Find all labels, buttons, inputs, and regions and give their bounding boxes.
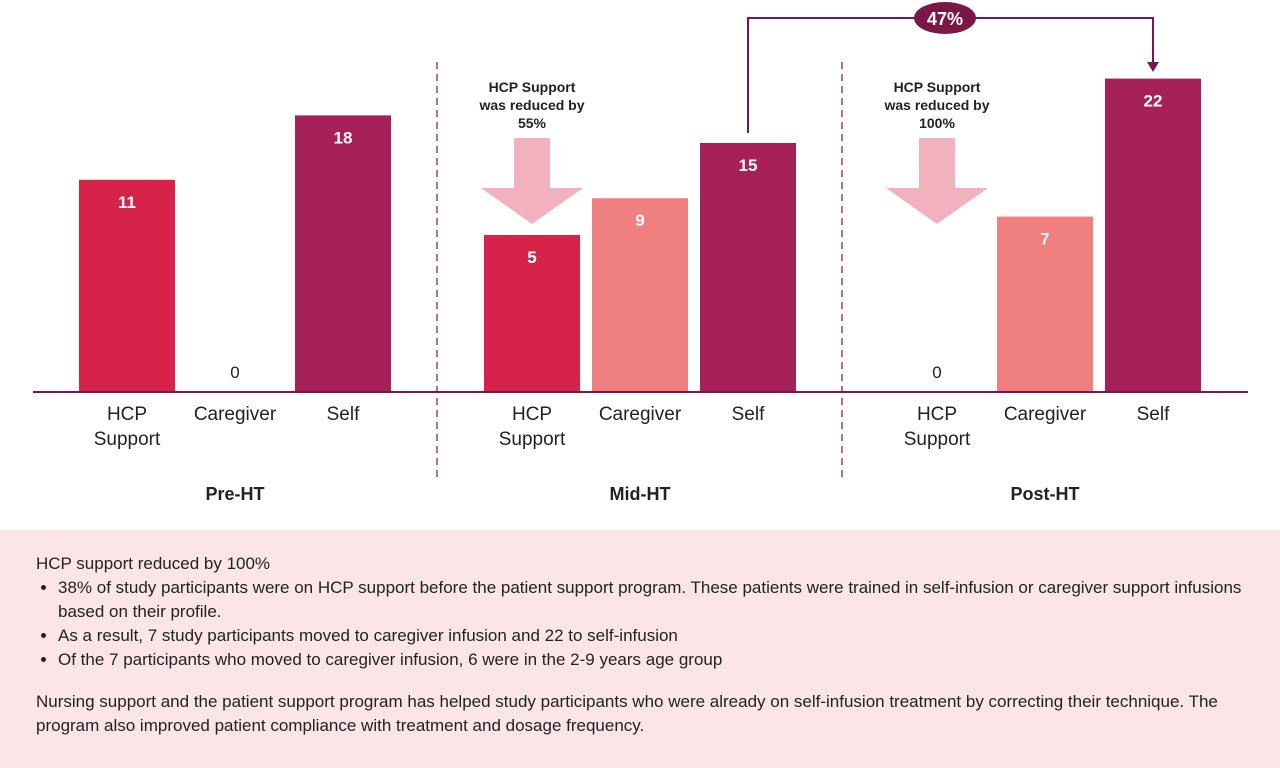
data-label: 0 — [230, 363, 239, 382]
annotation-text: HCP Support — [894, 79, 981, 95]
annotation-text: 55% — [518, 115, 547, 131]
down-arrow-icon — [886, 138, 988, 224]
annotation-text: was reduced by — [478, 97, 584, 113]
category-label: Support — [904, 429, 971, 450]
summary-note: HCP support reduced by 100% 38% of study… — [0, 530, 1280, 768]
down-arrow-icon — [481, 138, 583, 224]
note-bullet: 38% of study participants were on HCP su… — [58, 576, 1244, 624]
data-label: 22 — [1144, 92, 1163, 111]
category-label: Support — [499, 429, 566, 450]
annotation-text: 100% — [919, 115, 955, 131]
note-bullet: As a result, 7 study participants moved … — [58, 624, 1244, 648]
note-paragraph: Nursing support and the patient support … — [36, 692, 1218, 735]
bar-self — [700, 143, 796, 392]
note-bullets: 38% of study participants were on HCP su… — [36, 576, 1244, 672]
bar-hcp-support — [79, 179, 175, 392]
category-label: HCP — [512, 404, 552, 425]
data-label: 15 — [739, 156, 758, 175]
bar-chart: 11 HCP Support 0 Caregiver 18 Self Pre-HT 5 HCP Su… — [33, 2, 1248, 504]
category-label: Self — [327, 404, 360, 425]
note-bullet: Of the 7 participants who moved to careg… — [58, 648, 1244, 672]
group-label: Post-HT — [1011, 484, 1080, 504]
category-label: Caregiver — [194, 404, 277, 425]
data-label: 11 — [118, 193, 136, 212]
data-label: 0 — [932, 363, 941, 382]
annotation-text: HCP Support — [489, 79, 576, 95]
bar-self — [295, 115, 391, 393]
bar-hcp-support — [484, 235, 580, 392]
bar-caregiver — [997, 216, 1093, 392]
note-heading: HCP support reduced by 100% — [36, 554, 271, 573]
category-label: HCP — [917, 404, 957, 425]
connector-badge — [914, 2, 976, 34]
data-label: 5 — [527, 248, 536, 267]
group-label: Mid-HT — [610, 484, 671, 504]
category-label: Caregiver — [599, 404, 682, 425]
connector-arrowhead-icon — [1147, 62, 1159, 72]
category-label: Self — [732, 404, 765, 425]
data-label: 7 — [1040, 230, 1049, 249]
bar-caregiver — [592, 198, 688, 392]
data-label: 9 — [635, 211, 644, 230]
data-label: 18 — [334, 128, 353, 147]
category-label: HCP — [107, 404, 147, 425]
annotation-text: was reduced by — [883, 97, 989, 113]
category-label: Caregiver — [1004, 404, 1087, 425]
bar-self — [1105, 78, 1201, 392]
category-label: Support — [94, 429, 161, 450]
connector-label: 47% — [927, 9, 963, 29]
group-label: Pre-HT — [205, 484, 264, 504]
category-label: Self — [1137, 404, 1170, 425]
